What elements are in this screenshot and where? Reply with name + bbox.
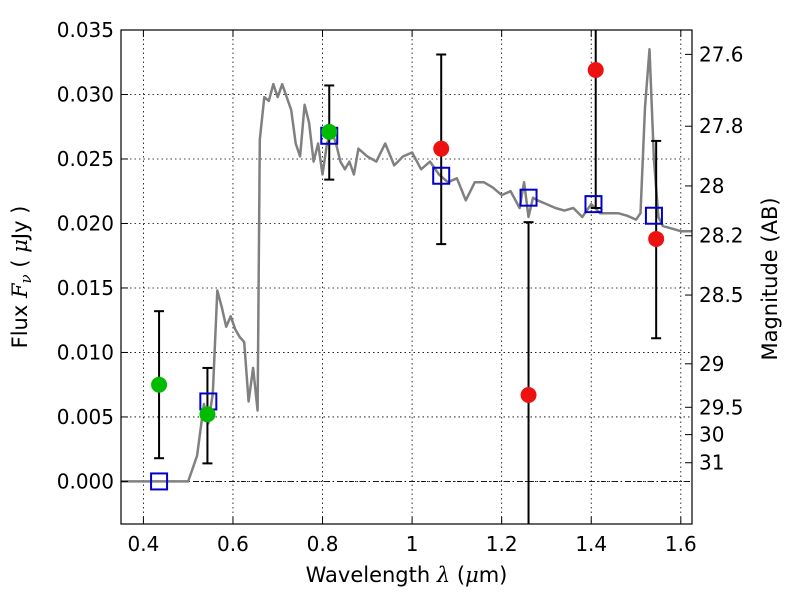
template-line <box>121 48 692 483</box>
model-points <box>150 126 663 491</box>
magnitude-tick-label: 29 <box>699 352 724 376</box>
y-tick-label: 0.030 <box>57 82 114 106</box>
secondary-y-axis-label: Magnitude (AB) <box>758 197 782 360</box>
magnitude-tick-label: 28.2 <box>699 224 744 248</box>
magnitude-tick-label: 29.5 <box>699 395 744 419</box>
model-point <box>150 472 169 491</box>
undetected-point <box>520 387 537 404</box>
model-point <box>432 166 451 185</box>
plot-frame <box>120 29 693 525</box>
error-bars <box>154 30 662 524</box>
model-point <box>584 195 603 214</box>
x-tick-label: 1.4 <box>575 532 607 556</box>
x-axis-label: Wavelength λ (μm) <box>306 563 508 587</box>
y-tick-label: 0.020 <box>57 211 114 235</box>
model-point <box>644 206 663 225</box>
magnitude-tick-label: 31 <box>699 451 724 475</box>
y-tick-label: 0.025 <box>57 147 114 171</box>
axis-ticks: 0.4 0.6 0.8 1 1.2 1.4 1.6 0.000 0.005 0.010 0.015 0… <box>57 18 744 556</box>
magnitude-tick-label: 27.8 <box>699 114 744 138</box>
template-spectrum <box>121 48 692 483</box>
magnitude-tick-label: 28.5 <box>699 283 744 307</box>
x-tick-label: 0.6 <box>217 532 249 556</box>
detected-point <box>321 123 338 140</box>
x-tick-label: 0.4 <box>127 532 159 556</box>
x-tick-label: 1.2 <box>486 532 518 556</box>
x-tick-label: 1.6 <box>665 532 697 556</box>
grid-lines <box>121 29 692 524</box>
detected-point <box>151 376 168 393</box>
y-tick-label: 0.015 <box>57 276 114 300</box>
y-tick-label: 0.000 <box>57 469 114 493</box>
magnitude-tick-label: 30 <box>699 423 724 447</box>
y-axis-label: Flux Fν ( μJy ) <box>8 206 35 349</box>
observed-points <box>151 61 665 423</box>
x-tick-label: 0.8 <box>307 532 339 556</box>
x-tick-label: 1 <box>406 532 419 556</box>
magnitude-tick-label: 28 <box>699 174 724 198</box>
detected-point <box>199 406 216 423</box>
magnitude-tick-label: 27.6 <box>699 42 744 66</box>
model-point <box>519 188 538 207</box>
undetected-point <box>587 61 604 78</box>
undetected-point <box>648 230 665 247</box>
y-tick-label: 0.035 <box>57 18 114 42</box>
y-tick-label: 0.010 <box>57 340 114 364</box>
undetected-point <box>433 140 450 157</box>
y-tick-label: 0.005 <box>57 405 114 429</box>
